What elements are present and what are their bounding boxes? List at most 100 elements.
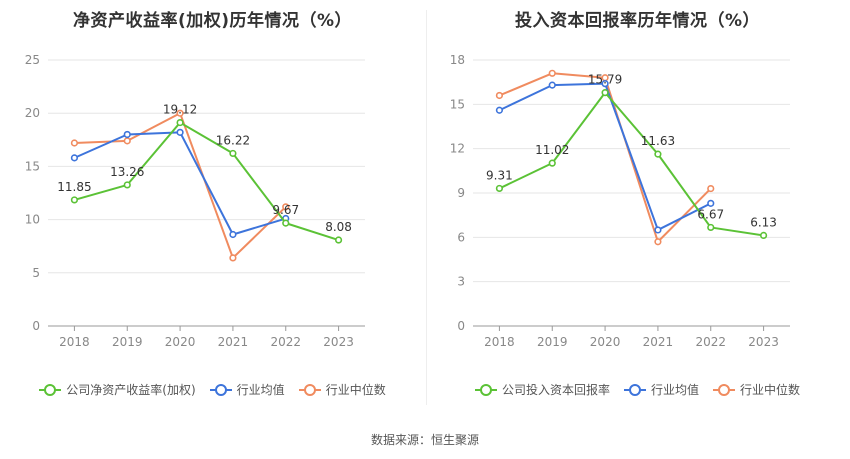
x-tick-label: 2019 — [112, 335, 143, 349]
data-label: 11.85 — [57, 180, 91, 194]
legend-item-company[interactable]: 公司净资产收益率(加权) — [39, 381, 196, 398]
legend-swatch — [474, 383, 497, 396]
y-tick-label: 0 — [457, 319, 465, 333]
data-label: 11.02 — [535, 143, 569, 157]
data-point-industry_median — [495, 91, 504, 100]
series-line-industry_avg — [498, 82, 712, 231]
roe-chart: 0 5 10 15 20 25 2018 2019 2020 2021 2022 2023 11.85 1… — [25, 53, 365, 349]
x-tick-label: 2022 — [270, 335, 301, 349]
legend-label: 行业均值 — [650, 383, 699, 397]
x-tick-label: 2021 — [643, 335, 674, 349]
x-tick-label: 2020 — [165, 335, 196, 349]
data-point-company — [548, 159, 556, 167]
y-tick-label: 18 — [450, 53, 465, 67]
legend-dot — [479, 383, 492, 396]
data-point-industry_avg — [601, 80, 609, 88]
data-label: 9.31 — [486, 168, 513, 182]
data-point-company — [654, 150, 662, 158]
chart-title: 投入资本回报率历年情况（%） — [514, 11, 761, 31]
legend-item-industry_avg[interactable]: 行业均值 — [623, 381, 699, 398]
panel-divider — [426, 10, 427, 405]
data-point-company — [601, 89, 609, 97]
data-label: 9.67 — [272, 203, 299, 217]
legend-dot — [718, 383, 730, 396]
data-point-industry_median — [229, 254, 237, 262]
x-tick-label: 2022 — [695, 335, 726, 349]
legend-dot — [628, 383, 641, 396]
legend-swatch — [713, 383, 735, 396]
data-label: 15.79 — [588, 73, 622, 87]
y-tick-label: 25 — [25, 53, 40, 67]
legend-item-industry_median[interactable]: 行业中位数 — [713, 381, 800, 398]
data-point-company — [707, 223, 715, 232]
legend-dot — [214, 383, 227, 396]
data-point-company — [70, 196, 79, 204]
data-label: 13.26 — [110, 165, 144, 179]
data-point-industry_avg — [123, 130, 131, 139]
y-tick-label: 15 — [25, 159, 40, 173]
series-line-company — [74, 121, 339, 241]
data-point-company — [495, 184, 504, 193]
y-tick-label: 10 — [25, 213, 40, 227]
series-line-company — [498, 91, 764, 237]
legend-label: 行业中位数 — [325, 383, 386, 397]
legend-item-industry_avg[interactable]: 行业均值 — [209, 381, 285, 398]
roic-legend: 公司投入资本回报率 行业均值 行业中位数 — [425, 381, 850, 398]
y-tick-label: 3 — [457, 275, 465, 289]
data-point-company — [759, 231, 768, 240]
data-point-company — [176, 118, 184, 127]
data-point-industry_avg — [495, 106, 504, 114]
legend-swatch — [39, 383, 62, 396]
y-tick-label: 15 — [450, 97, 465, 111]
legend-label: 行业中位数 — [740, 383, 801, 397]
y-tick-label: 0 — [32, 319, 40, 333]
data-label: 19.12 — [163, 103, 197, 117]
legend-item-company[interactable]: 公司投入资本回报率 — [474, 381, 610, 398]
roe-chart-panel: 净资产收益率(加权)历年情况（%） 0 5 10 15 20 25 2018 2019 2020… — [0, 0, 425, 420]
data-source-note: 数据来源：恒生聚源 — [370, 433, 479, 447]
legend-label: 公司净资产收益率(加权) — [66, 383, 196, 397]
data-label: 6.67 — [697, 207, 724, 221]
data-point-industry_median — [282, 203, 290, 211]
data-point-industry_avg — [229, 230, 237, 239]
data-label: 8.08 — [325, 220, 352, 234]
data-point-industry_median — [123, 137, 131, 145]
legend-label: 公司投入资本回报率 — [501, 383, 610, 397]
x-tick-label: 2021 — [218, 335, 249, 349]
legend-label: 行业均值 — [236, 383, 285, 397]
data-point-industry_median — [548, 69, 556, 77]
x-tick-label: 2018 — [59, 335, 90, 349]
data-label: 11.63 — [641, 134, 675, 148]
data-point-industry_avg — [176, 128, 184, 136]
legend-swatch — [623, 383, 646, 396]
data-point-company — [123, 181, 131, 189]
legend-dot — [303, 383, 316, 396]
series-line-industry_median — [499, 72, 712, 243]
chart-title: 净资产收益率(加权)历年情况（%） — [72, 11, 353, 31]
y-tick-label: 20 — [25, 106, 40, 120]
data-point-industry_avg — [707, 199, 715, 207]
data-point-company — [229, 149, 237, 158]
y-tick-label: 5 — [32, 266, 40, 280]
roe-legend: 公司净资产收益率(加权) 行业均值 行业中位数 — [0, 381, 425, 398]
y-tick-label: 6 — [457, 230, 465, 244]
x-tick-label: 2018 — [484, 335, 515, 349]
legend-item-industry_median[interactable]: 行业中位数 — [298, 381, 386, 398]
y-tick-label: 9 — [457, 186, 465, 200]
data-point-industry_median — [70, 139, 79, 147]
x-tick-label: 2019 — [537, 335, 568, 349]
data-point-industry_median — [176, 109, 184, 117]
data-point-industry_median — [654, 238, 662, 246]
legend-swatch — [298, 383, 321, 396]
data-point-industry_avg — [548, 81, 556, 89]
x-tick-label: 2020 — [590, 335, 621, 349]
roic-chart-panel: 投入资本回报率历年情况（%） 0 3 6 9 12 15 18 2018 2019 2020 202… — [425, 0, 850, 420]
data-point-industry_avg — [654, 226, 662, 234]
data-point-industry_avg — [70, 154, 79, 162]
data-point-company — [334, 236, 343, 244]
x-tick-label: 2023 — [323, 335, 354, 349]
legend-swatch — [209, 383, 232, 396]
legend-dot — [44, 383, 57, 396]
roic-chart: 0 3 6 9 12 15 18 2018 2019 2020 2021 2022 2023 9.31 11… — [450, 53, 790, 349]
y-tick-label: 12 — [450, 142, 465, 156]
